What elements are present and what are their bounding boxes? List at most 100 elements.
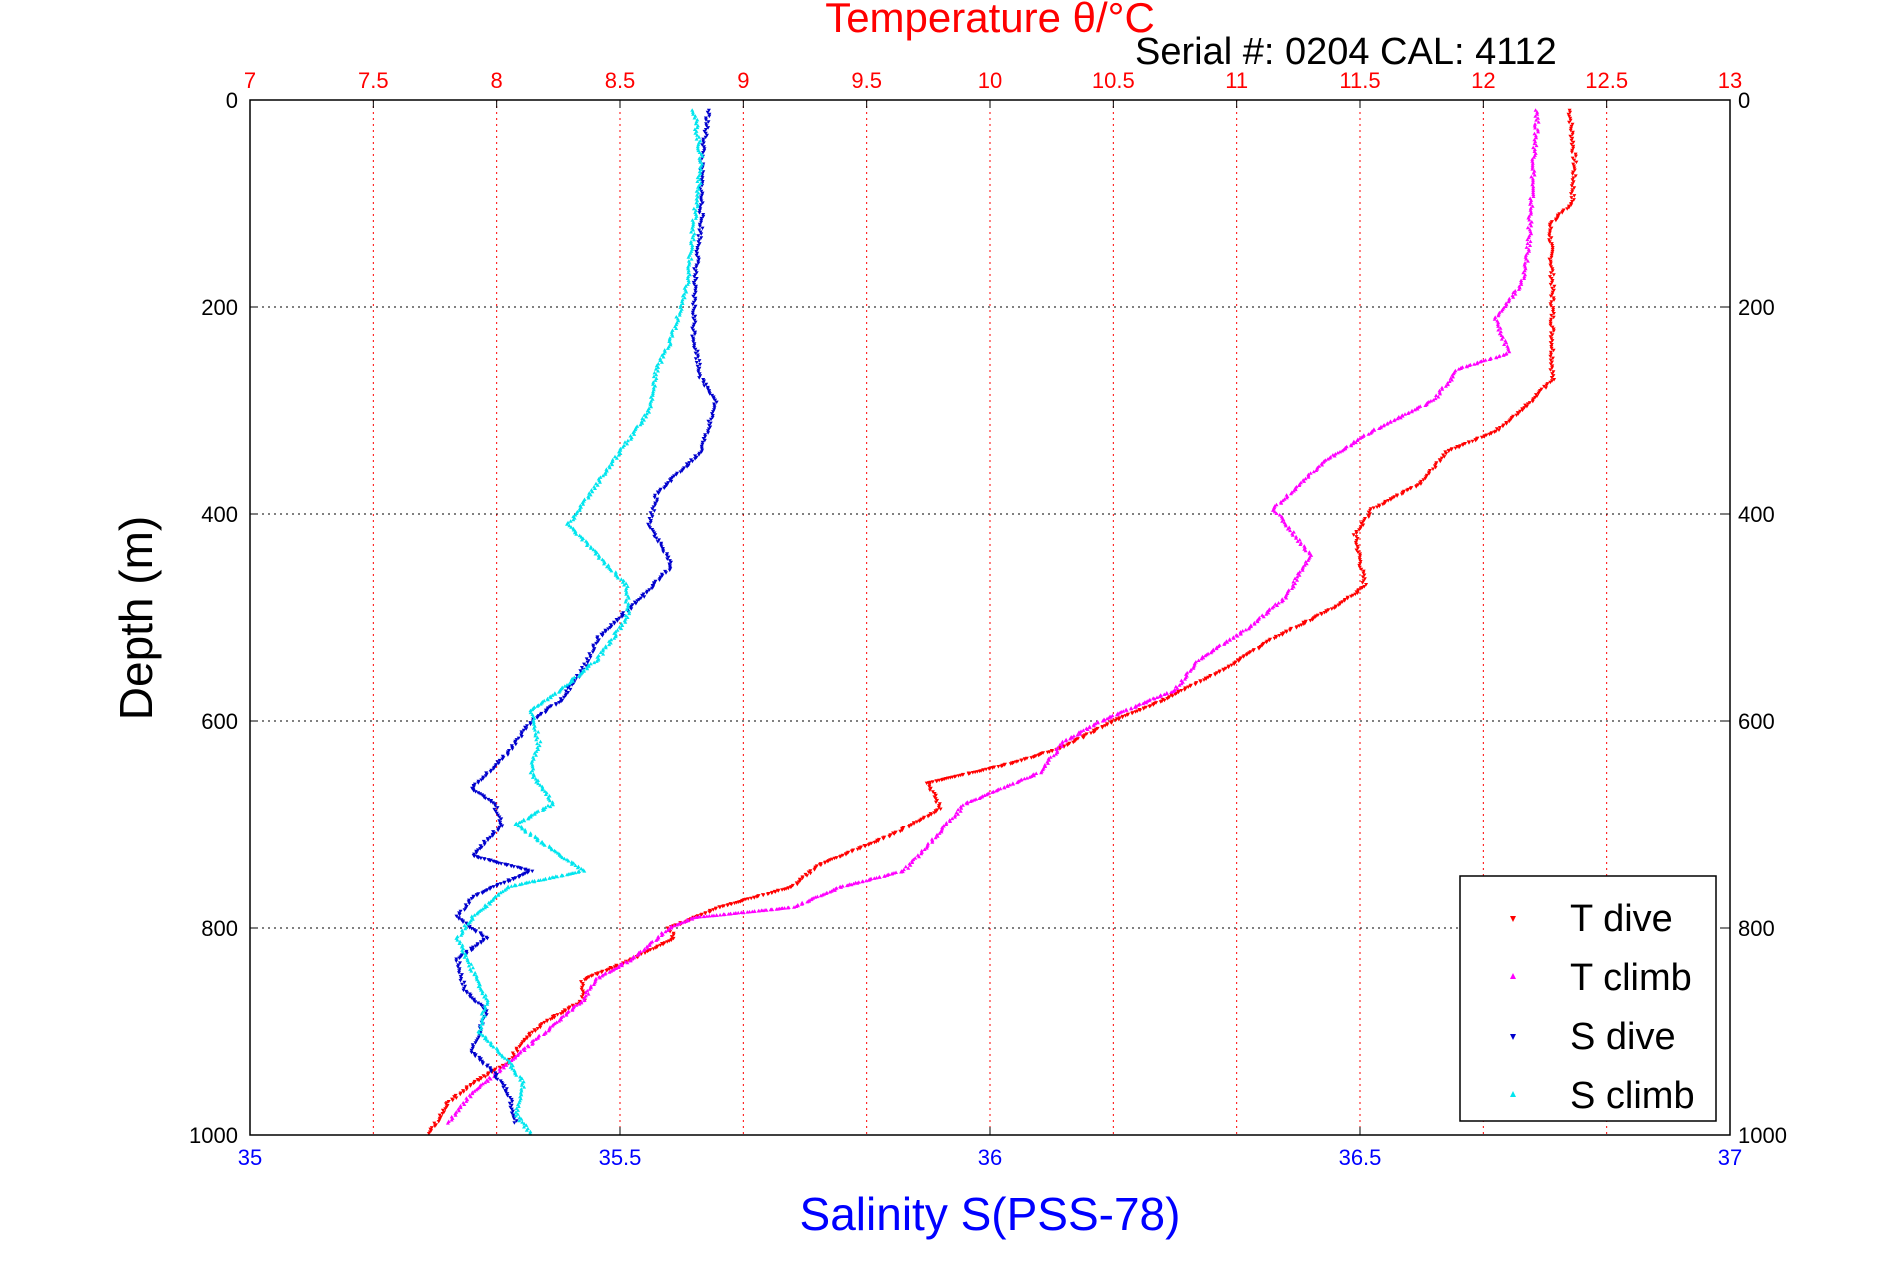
- data-point: [1528, 206, 1533, 210]
- data-point: [697, 150, 702, 154]
- data-point: [565, 686, 570, 690]
- data-point: [1568, 116, 1573, 121]
- data-point: [471, 789, 476, 793]
- data-point: [1271, 508, 1275, 512]
- data-point: [1487, 432, 1492, 437]
- data-point: [1077, 732, 1082, 736]
- data-point: [1246, 626, 1251, 631]
- data-point: [1507, 349, 1512, 354]
- data-point: [545, 707, 550, 711]
- data-point: [536, 747, 541, 751]
- data-point: [1530, 399, 1535, 404]
- data-point: [1504, 340, 1509, 345]
- data-point: [528, 833, 533, 837]
- data-point: [1007, 782, 1012, 787]
- data-point: [677, 311, 682, 315]
- data-point: [1412, 407, 1417, 412]
- data-point: [513, 742, 518, 747]
- data-point: [1332, 606, 1337, 610]
- data-point: [1081, 736, 1086, 740]
- data-point: [1481, 358, 1486, 363]
- data-point: [698, 181, 703, 185]
- data-point: [693, 279, 698, 283]
- data-point: [456, 917, 461, 921]
- data-point: [944, 821, 949, 825]
- data-point: [700, 201, 705, 205]
- data-point: [477, 1078, 481, 1083]
- data-point: [674, 315, 679, 319]
- data-point: [457, 967, 462, 971]
- data-point: [650, 507, 655, 511]
- data-point: [1504, 422, 1509, 426]
- data-point: [1569, 142, 1574, 147]
- data-point: [476, 781, 481, 785]
- data-point: [457, 913, 462, 917]
- data-point: [712, 404, 717, 408]
- data-point: [1550, 249, 1555, 254]
- data-point: [1498, 326, 1503, 330]
- data-point: [977, 796, 982, 800]
- data-point: [650, 586, 654, 591]
- data-point: [927, 783, 932, 787]
- data-point: [1152, 697, 1157, 701]
- data-point: [1022, 757, 1027, 762]
- data-point: [650, 393, 655, 397]
- data-point: [521, 728, 526, 733]
- data-point: [1169, 690, 1174, 694]
- data-point: [720, 904, 725, 909]
- data-point: [1569, 203, 1574, 207]
- data-point: [581, 502, 586, 506]
- data-point: [1548, 282, 1553, 287]
- data-point: [457, 1108, 461, 1113]
- data-point: [1354, 535, 1359, 539]
- data-point: [1573, 152, 1578, 157]
- data-point: [531, 718, 536, 722]
- temperature-tick-label: 9: [737, 68, 749, 93]
- data-point: [507, 1101, 512, 1106]
- data-point: [694, 253, 699, 258]
- data-point: [1297, 483, 1302, 487]
- data-point: [1226, 665, 1231, 670]
- data-point: [696, 370, 701, 374]
- data-point: [643, 951, 647, 955]
- data-point: [543, 792, 548, 796]
- data-point: [620, 580, 625, 584]
- data-point: [1569, 150, 1574, 155]
- temperature-tick-label: 12.5: [1585, 68, 1628, 93]
- data-point: [1570, 178, 1575, 182]
- data-point: [588, 492, 593, 497]
- data-point: [538, 713, 543, 717]
- data-point: [523, 881, 528, 885]
- data-point: [690, 302, 695, 307]
- data-point: [1530, 167, 1535, 171]
- data-point: [1349, 443, 1354, 448]
- data-point: [1228, 638, 1232, 642]
- data-point: [1353, 592, 1358, 597]
- data-point: [926, 814, 931, 819]
- data-point: [1446, 449, 1451, 454]
- data-point: [580, 537, 584, 542]
- data-point: [491, 767, 496, 771]
- data-point: [706, 429, 710, 433]
- data-point: [482, 1014, 487, 1018]
- data-point: [701, 137, 706, 142]
- data-point: [664, 571, 668, 575]
- data-point: [1523, 261, 1527, 265]
- data-point: [489, 1070, 494, 1074]
- data-point: [618, 446, 623, 451]
- data-point: [1437, 388, 1442, 393]
- data-point: [582, 978, 587, 982]
- data-point: [653, 493, 657, 498]
- salinity-tick-label: 36.5: [1339, 1145, 1382, 1170]
- data-point: [486, 1079, 490, 1083]
- data-point: [851, 881, 856, 886]
- data-point: [514, 1119, 519, 1123]
- data-point: [601, 473, 606, 478]
- data-point: [483, 903, 488, 907]
- data-point: [1095, 726, 1100, 731]
- data-point: [693, 216, 698, 220]
- data-point: [1529, 198, 1534, 202]
- data-point: [1358, 562, 1363, 566]
- data-point: [1570, 200, 1575, 204]
- data-point: [477, 1030, 481, 1035]
